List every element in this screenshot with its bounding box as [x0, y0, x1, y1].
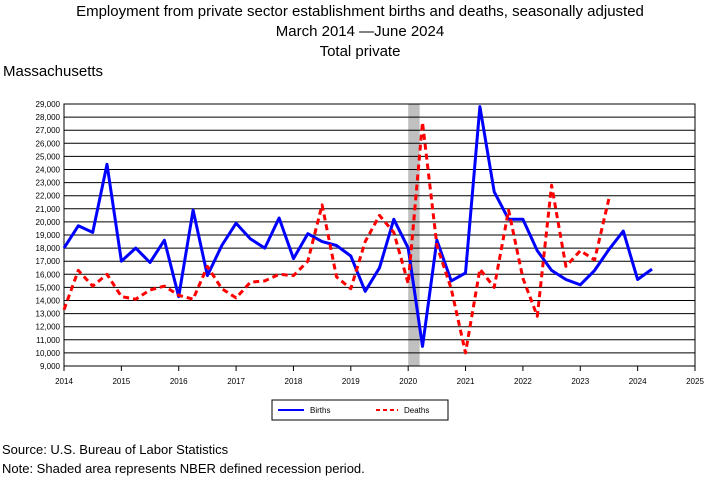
legend-births-label: Births: [310, 406, 330, 415]
x-tick-label: 2015: [112, 377, 130, 386]
recession-note: Note: Shaded area represents NBER define…: [2, 461, 365, 476]
y-tick-label: 20,000: [36, 218, 61, 227]
x-tick-label: 2021: [457, 377, 475, 386]
x-tick-label: 2017: [227, 377, 245, 386]
y-tick-label: 26,000: [36, 139, 61, 148]
x-tick-label: 2016: [170, 377, 188, 386]
chart-date-range: March 2014 —June 2024: [275, 23, 445, 40]
y-tick-label: 14,000: [36, 297, 61, 306]
series-line-deaths: [62, 120, 611, 355]
x-tick-label: 2019: [342, 377, 360, 386]
y-tick-label: 16,000: [36, 270, 61, 279]
footnotes: Source: U.S. Bureau of Labor Statistics …: [2, 440, 365, 478]
y-tick-label: 11,000: [36, 336, 60, 345]
legend: Births Deaths: [271, 399, 449, 421]
x-tick-label: 2025: [686, 377, 704, 386]
y-tick-label: 21,000: [36, 205, 61, 214]
y-tick-label: 15,000: [36, 283, 61, 292]
legend-deaths-label: Deaths: [404, 406, 429, 415]
x-tick-label: 2022: [514, 377, 532, 386]
x-tick-label: 2024: [629, 377, 647, 386]
y-tick-label: 9,000: [40, 362, 61, 371]
y-tick-label: 23,000: [36, 179, 61, 188]
line-chart: 9,000 10,000 11,000 12,000 13,000 14,000 15,00…: [36, 100, 704, 421]
y-tick-label: 29,000: [36, 100, 61, 109]
chart-industry: Total private: [319, 43, 401, 60]
y-tick-label: 10,000: [36, 349, 61, 358]
source-note: Source: U.S. Bureau of Labor Statistics: [2, 442, 229, 457]
chart-titles: Employment from private sector establish…: [0, 2, 720, 62]
y-axis-tick-labels: 9,000 10,000 11,000 12,000 13,000 14,000 15,00…: [36, 100, 61, 371]
data-series: [62, 105, 653, 355]
series-line-births: [62, 105, 653, 348]
state-label: Massachusetts: [3, 63, 104, 80]
y-tick-label: 12,000: [36, 323, 61, 332]
y-tick-label: 19,000: [36, 231, 61, 240]
y-tick-label: 17,000: [36, 257, 61, 266]
x-axis-ticks: 2014 2015 2016 2017 2018 2019 2020 2021 2022 2023…: [55, 366, 704, 386]
y-tick-label: 13,000: [36, 310, 61, 319]
x-tick-label: 2018: [285, 377, 303, 386]
x-tick-label: 2023: [571, 377, 589, 386]
x-tick-label: 2014: [55, 377, 73, 386]
y-tick-label: 24,000: [36, 166, 61, 175]
y-tick-label: 25,000: [36, 152, 61, 161]
x-tick-label: 2020: [399, 377, 417, 386]
y-tick-label: 27,000: [36, 126, 61, 135]
horizontal-gridlines: [64, 103, 695, 367]
y-tick-label: 22,000: [36, 192, 61, 201]
chart-title: Employment from private sector establish…: [76, 3, 644, 20]
legend-box: [271, 399, 449, 421]
y-tick-label: 28,000: [36, 113, 61, 122]
plot-frame: [63, 103, 696, 367]
y-tick-label: 18,000: [36, 244, 61, 253]
